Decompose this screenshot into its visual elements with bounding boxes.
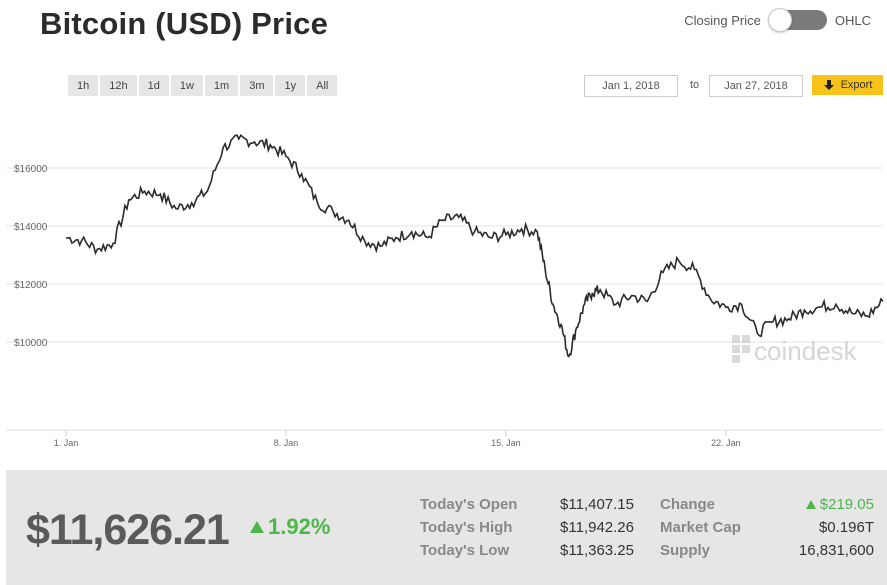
range-1w-button[interactable]: 1w [170,75,203,96]
y-tick-label: $12000 [14,280,48,291]
closing-price-label: Closing Price [684,12,761,28]
todays-low-label: Today's Low [420,542,510,559]
range-1y-button[interactable]: 1y [275,75,306,96]
market-cap-label: Market Cap [660,519,741,536]
date-to-input[interactable]: Jan 27, 2018 [709,75,803,97]
x-tick-label: 15. Jan [491,438,521,448]
todays-open-value: $11,407.15 [560,496,634,513]
todays-open-label: Today's Open [420,496,518,513]
supply-value: 16,831,600 [798,542,874,559]
price-chart: $10000 $12000 $14000 $16000 1. Jan 8. Jan 15.… [6,133,884,448]
price-summary-panel: $11,626.21 1.92% Today's Open $11,407.15… [6,470,887,585]
range-1d-button[interactable]: 1d [138,75,169,96]
range-12h-button[interactable]: 12h [100,75,137,96]
up-triangle-icon [250,521,264,533]
range-selector: 1h 12h 1d 1w 1m 3m 1y All [68,75,338,96]
market-cap-value: $0.196T [818,519,874,536]
download-arrow-icon [823,80,834,90]
y-tick-label: $10000 [14,338,48,349]
date-to-label: to [690,79,700,91]
coindesk-logo-icon [732,335,750,363]
todays-high-value: $11,942.26 [560,519,634,536]
watermark-text: coindesk [754,336,858,366]
range-1h-button[interactable]: 1h [68,75,99,96]
page-title: Bitcoin (USD) Price [40,6,329,41]
x-tick-label: 22. Jan [711,438,741,448]
y-tick-label: $16000 [14,164,48,175]
y-tick-label: $14000 [14,222,48,233]
x-tick-label: 8. Jan [274,438,299,448]
current-price: $11,626.21 [26,506,230,554]
export-button[interactable]: Export [812,75,883,95]
change-value: $219.05 [754,496,874,513]
change-percent: 1.92% [268,514,331,539]
chart-mode-toggle[interactable] [767,8,827,32]
change-percent-badge: 1.92% [250,514,330,540]
todays-low-value: $11,363.25 [560,542,634,559]
range-1m-button[interactable]: 1m [204,75,239,96]
chart-mode-toggle-group: Closing Price OHLC [684,8,871,32]
supply-label: Supply [660,542,711,559]
range-all-button[interactable]: All [307,75,338,96]
ohlc-label: OHLC [834,12,871,28]
coindesk-watermark: coindesk [732,335,858,366]
change-label: Change [660,496,716,513]
price-series-line [65,133,884,358]
up-triangle-icon [805,500,816,509]
export-label: Export [840,79,873,91]
range-3m-button[interactable]: 3m [240,75,274,96]
y-axis-ticks: $10000 $12000 $14000 $16000 [14,164,48,349]
chart-grid [6,167,883,431]
x-tick-label: 1. Jan [54,438,79,448]
todays-high-label: Today's High [420,519,513,536]
change-amount: $219.05 [819,496,874,513]
date-from-input[interactable]: Jan 1, 2018 [584,75,678,97]
x-axis-ticks: 1. Jan 8. Jan 15. Jan 22. Jan [54,430,741,448]
toggle-knob[interactable] [767,8,792,32]
